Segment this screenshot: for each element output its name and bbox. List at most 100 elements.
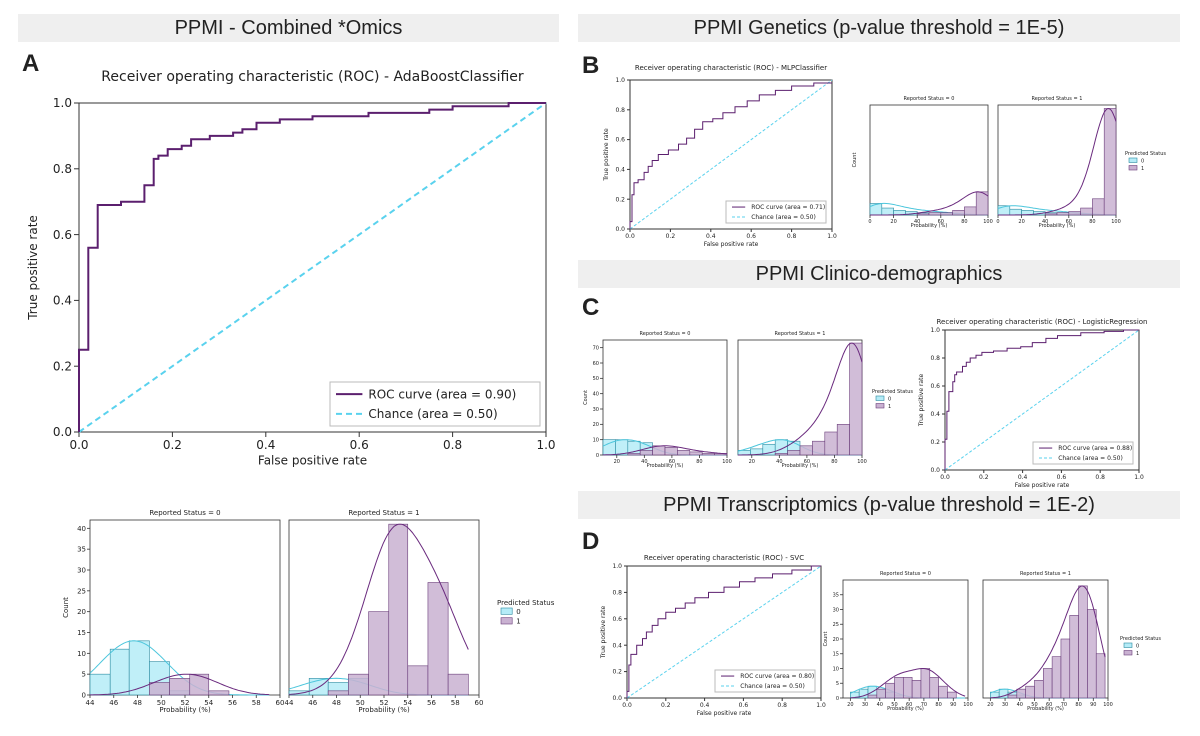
x-tick-label: 60 xyxy=(1046,702,1052,708)
roc-curve xyxy=(626,565,821,698)
y-tick-label: 0.8 xyxy=(930,355,940,362)
x-axis-label: Probability (%) xyxy=(358,706,410,714)
x-tick-label: 50 xyxy=(1031,702,1037,708)
chart-title: Receiver operating characteristic (ROC) … xyxy=(101,69,524,85)
legend-box xyxy=(329,381,541,427)
x-tick-label: 0.2 xyxy=(163,438,182,452)
x-axis-label: Probability (%) xyxy=(782,463,819,469)
legend-swatch-0 xyxy=(1128,157,1138,163)
y-tick-label: 30 xyxy=(77,566,86,574)
y-axis-label: True positive rate xyxy=(26,215,40,321)
x-tick-label: 0 xyxy=(868,219,871,225)
y-tick-label: 1.0 xyxy=(615,77,625,84)
y-tick-label: 0.2 xyxy=(930,439,940,446)
x-tick-label: 52 xyxy=(380,699,389,707)
y-tick-label: 0.2 xyxy=(53,359,72,373)
y-tick-label: 30 xyxy=(833,607,839,613)
y-tick-label: 5 xyxy=(82,671,86,679)
hist-bar-class1 xyxy=(1087,609,1097,699)
y-tick-label: 0.6 xyxy=(612,616,622,623)
x-tick-label: 0.0 xyxy=(625,233,635,240)
y-tick-label: 0.4 xyxy=(53,294,72,308)
y-tick-label: 70 xyxy=(593,345,599,351)
hist-bar-class1 xyxy=(947,691,957,699)
legend-box xyxy=(725,200,827,224)
y-tick-label: 5 xyxy=(836,681,839,687)
y-tick-label: 0.4 xyxy=(930,411,940,418)
hist-bar-class1 xyxy=(876,688,886,699)
legend-label-0: 0 xyxy=(888,396,891,402)
x-tick-label: 60 xyxy=(475,699,484,707)
chance-line xyxy=(629,79,833,230)
x-tick-label: 30 xyxy=(862,702,868,708)
hist-bar-class1 xyxy=(894,677,904,699)
kde-curve-class1 xyxy=(738,342,863,456)
hist-bar-class1 xyxy=(911,679,922,699)
x-tick-label: 0.8 xyxy=(787,233,797,240)
y-tick-label: 20 xyxy=(593,422,599,428)
hist-bar-class1 xyxy=(902,677,913,699)
legend-swatch-0 xyxy=(875,395,885,401)
panel-d-title: PPMI Transcriptomics (p-value threshold … xyxy=(578,491,1180,519)
hist-bar-class1 xyxy=(929,677,939,699)
x-tick-label: 44 xyxy=(285,699,294,707)
hist-bar-class1 xyxy=(885,682,895,699)
legend-box xyxy=(714,669,816,693)
legend-chance-label: Chance (area = 0.50) xyxy=(368,407,497,421)
y-tick-label: 15 xyxy=(833,652,839,658)
panel-c-letter: C xyxy=(582,294,600,321)
y-tick-label: 0.0 xyxy=(615,226,625,233)
y-axis-label: True positive rate xyxy=(918,374,925,428)
y-tick-label: 0 xyxy=(836,696,839,702)
x-tick-label: 0.0 xyxy=(69,438,88,452)
x-tick-label: 90 xyxy=(950,702,956,708)
panel-c-title: PPMI Clinico-demographics xyxy=(578,260,1180,288)
y-tick-label: 10 xyxy=(833,666,839,672)
x-tick-label: 50 xyxy=(157,699,166,707)
hist-bar-class1 xyxy=(1016,688,1026,699)
x-tick-label: 1.0 xyxy=(816,702,826,709)
x-tick-label: 48 xyxy=(133,699,142,707)
y-axis-label: Count xyxy=(62,597,70,618)
hist-frame xyxy=(602,339,728,456)
x-tick-label: 100 xyxy=(857,459,867,465)
kde-curve-class1 xyxy=(850,668,966,699)
roc-curve xyxy=(944,329,1139,470)
hist-bar-class1 xyxy=(1034,679,1044,699)
legend-label-1: 1 xyxy=(1141,166,1144,172)
x-tick-label: 54 xyxy=(403,699,412,707)
hist-bar-class1 xyxy=(1007,694,1018,699)
hist-panel-title: Reported Status = 1 xyxy=(1020,571,1071,577)
legend-swatch-1 xyxy=(875,403,885,409)
hist-bar-class1 xyxy=(1103,108,1117,216)
x-tick-label: 80 xyxy=(1089,219,1095,225)
x-tick-label: 80 xyxy=(831,459,837,465)
x-tick-label: 60 xyxy=(669,459,675,465)
y-tick-label: 1.0 xyxy=(930,327,940,334)
y-tick-label: 0.6 xyxy=(615,137,625,144)
hist-panel-title: Reported Status = 1 xyxy=(775,331,826,337)
x-tick-label: 100 xyxy=(1103,702,1113,708)
hist-panel-title: Reported Status = 0 xyxy=(640,331,691,337)
x-tick-label: 56 xyxy=(427,699,436,707)
x-tick-label: 60 xyxy=(804,459,810,465)
x-tick-label: 46 xyxy=(109,699,118,707)
roc-curve xyxy=(629,82,832,229)
legend-title: Predicted Status xyxy=(1120,636,1161,642)
legend-title: Predicted Status xyxy=(497,599,555,607)
hist-bar-class1 xyxy=(1060,638,1071,699)
legend-label-0: 0 xyxy=(516,608,520,616)
x-tick-label: 44 xyxy=(86,699,95,707)
x-tick-label: 20 xyxy=(890,219,896,225)
y-tick-label: 10 xyxy=(77,650,86,658)
hist-bar-class1 xyxy=(1078,585,1088,699)
roc-curve xyxy=(78,102,546,432)
chance-line xyxy=(78,102,547,433)
y-tick-label: 30 xyxy=(593,407,599,413)
hist-frame xyxy=(997,104,1117,216)
x-axis-label: False positive rate xyxy=(258,454,367,468)
x-axis-label: False positive rate xyxy=(697,710,752,717)
